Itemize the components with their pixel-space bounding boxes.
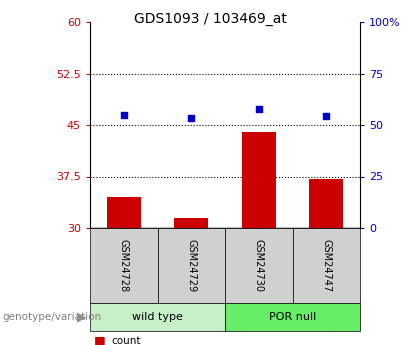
Bar (107, 197, 141, 228)
Text: count: count (111, 336, 141, 345)
Point (323, 113, 330, 118)
Text: GSM24729: GSM24729 (186, 239, 196, 292)
Text: GSM24728: GSM24728 (119, 239, 129, 292)
Bar (242, 132, 276, 228)
Text: POR null: POR null (269, 312, 316, 322)
Point (121, 112, 127, 117)
Text: ▶: ▶ (77, 310, 87, 324)
Point (255, 106, 262, 111)
Text: GSM24747: GSM24747 (321, 239, 331, 292)
Text: GSM24730: GSM24730 (254, 239, 264, 292)
Text: GDS1093 / 103469_at: GDS1093 / 103469_at (134, 12, 286, 26)
Bar (174, 218, 208, 228)
Text: ■: ■ (94, 334, 106, 345)
Bar (310, 179, 343, 228)
Text: wild type: wild type (132, 312, 183, 322)
Text: genotype/variation: genotype/variation (2, 312, 101, 322)
Point (188, 115, 194, 120)
